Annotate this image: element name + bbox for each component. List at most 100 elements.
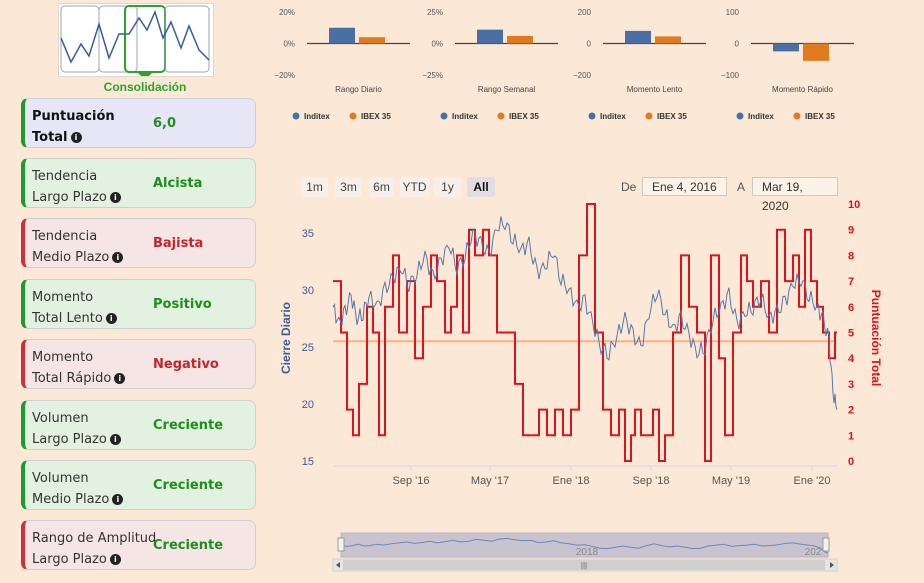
indicator-card-label: Tendencia Largo Plazo i [32, 166, 121, 208]
indicator-card-label-line1: Momento [32, 290, 94, 305]
mini-chart-tick-label: 0% [283, 40, 295, 49]
navigator-handle[interactable] [822, 537, 830, 552]
mini-chart-tick-label: 100 [726, 8, 740, 17]
range-button-ytd[interactable]: YTD [400, 177, 429, 197]
indicator-card: Tendencia Medio Plazo i Bajista [21, 218, 256, 268]
info-icon[interactable]: i [109, 192, 121, 203]
range-button-1m[interactable]: 1m [301, 177, 328, 197]
y-right-tick-label: 1 [848, 430, 854, 442]
y-right-tick-label: 6 [848, 302, 854, 314]
mini-chart-tick-label: 200 [578, 8, 592, 17]
indicator-card-label-line2: Largo Plazo [32, 552, 107, 567]
info-icon[interactable]: i [105, 313, 117, 324]
indicator-card-label-line1: Puntuación [32, 109, 115, 124]
score-series-line[interactable] [333, 203, 837, 462]
y-left-axis-title: Cierre Diario [279, 302, 293, 374]
range-button-6m[interactable]: 6m [369, 177, 394, 197]
y-right-tick-label: 7 [848, 276, 854, 288]
price-series-line[interactable] [332, 216, 838, 410]
indicator-card-value: Creciente [153, 478, 224, 493]
info-icon[interactable]: i [70, 132, 82, 143]
date-from-input[interactable]: Ene 4, 2016 [642, 177, 727, 196]
mini-chart-tick-label: 20% [279, 8, 295, 17]
y-right-tick-label: 2 [848, 405, 854, 417]
indicator-card-label: Volumen Largo Plazo i [32, 408, 121, 450]
navigator-handle[interactable] [337, 537, 345, 552]
indicator-card-label-line2: Total Lento [32, 311, 103, 326]
date-to-input[interactable]: Mar 19, 2020 [752, 177, 838, 213]
indicator-card-value: Bajista [153, 236, 204, 251]
info-icon[interactable]: i [112, 252, 124, 263]
scroll-right-arrow-icon[interactable] [830, 562, 834, 568]
mini-chart-bar [773, 43, 799, 52]
indicator-card-label: Rango de Amplitud Largo Plazo i [32, 528, 156, 570]
legend-label[interactable]: IBEX 35 [361, 112, 391, 121]
x-tick-label: Sep '16 [393, 475, 430, 487]
indicator-card-label-line1: Tendencia [32, 169, 98, 184]
legend-label[interactable]: Inditex [748, 112, 774, 121]
indicator-card: Momento Total Lento i Positivo [21, 279, 256, 329]
indicator-card: Puntuación Total i 6,0 [21, 98, 256, 148]
mini-chart-tick-label: −25% [422, 71, 443, 80]
indicator-card-label-line1: Volumen [32, 471, 89, 486]
info-icon[interactable]: i [109, 434, 121, 445]
legend-label[interactable]: IBEX 35 [805, 112, 835, 121]
mini-chart-tick-label: 0 [735, 40, 740, 49]
legend-label[interactable]: Inditex [600, 112, 626, 121]
scrollbar-thumb[interactable] [343, 560, 825, 570]
y-right-axis-title: Puntuación Total [869, 290, 883, 386]
indicator-card-label: Tendencia Medio Plazo i [32, 226, 124, 268]
legend-marker [440, 112, 448, 120]
x-tick-label: May '19 [712, 475, 750, 487]
y-left-tick-label: 25 [302, 342, 314, 354]
mini-chart-title: Momento Lento [627, 85, 683, 94]
navigator-series [340, 537, 829, 554]
indicator-card: Volumen Largo Plazo i Creciente [21, 400, 256, 450]
indicator-card-value: Creciente [153, 538, 224, 553]
legend-marker [736, 112, 744, 120]
navigator-label: 2018 [576, 547, 599, 558]
indicator-card-label-line1: Volumen [32, 411, 89, 426]
mini-chart-bar [507, 35, 533, 44]
legend-label[interactable]: Inditex [452, 112, 478, 121]
range-button-1y[interactable]: 1y [434, 177, 461, 197]
mini-chart-bar [625, 30, 651, 44]
mini-chart-tick-label: 0 [587, 40, 592, 49]
indicator-card-label: Puntuación Total i [32, 106, 115, 148]
range-button-3m[interactable]: 3m [335, 177, 362, 197]
info-icon[interactable]: i [112, 494, 124, 505]
legend-label[interactable]: IBEX 35 [509, 112, 539, 121]
comparison-bar-charts: 20% 0% −20% Rango Diario Inditex IBEX 35 25% 0%… [274, 8, 854, 121]
mini-chart-bar [359, 37, 385, 44]
indicator-card-label-line2: Largo Plazo [32, 190, 107, 205]
indicator-card: Tendencia Largo Plazo i Alcista [21, 158, 256, 208]
info-icon[interactable]: i [114, 373, 126, 384]
legend-marker [793, 112, 801, 120]
indicator-card: Rango de Amplitud Largo Plazo i Creciente [21, 520, 256, 570]
legend-marker [349, 112, 357, 120]
info-icon[interactable]: i [109, 554, 121, 565]
y-right-tick-label: 8 [848, 250, 854, 262]
legend-label[interactable]: Inditex [304, 112, 330, 121]
indicator-card-label-line2: Largo Plazo [32, 432, 107, 447]
mini-chart-title: Momento Rápido [772, 85, 833, 94]
scrollbar-grip-icon[interactable]: ||| [581, 561, 587, 570]
scroll-left-arrow-icon[interactable] [336, 562, 340, 568]
indicator-card-label-line2: Total [32, 130, 68, 145]
legend-marker [497, 112, 505, 120]
y-right-tick-label: 0 [848, 456, 854, 468]
y-left-tick-label: 15 [302, 456, 314, 468]
mini-chart-title: Rango Semanal [478, 85, 536, 94]
indicator-card-label-line2: Medio Plazo [32, 250, 110, 265]
range-button-all[interactable]: All [467, 177, 495, 197]
indicator-card-value: Alcista [153, 176, 203, 191]
indicator-card-label-line1: Momento [32, 350, 94, 365]
pattern-thumbnail [58, 3, 214, 80]
x-tick-label: Ene '20 [794, 475, 831, 487]
x-tick-label: Ene '18 [553, 475, 590, 487]
y-right-tick-label: 5 [848, 328, 854, 340]
legend-label[interactable]: IBEX 35 [657, 112, 687, 121]
legend-marker [292, 112, 300, 120]
indicator-card-value: Creciente [153, 418, 224, 433]
